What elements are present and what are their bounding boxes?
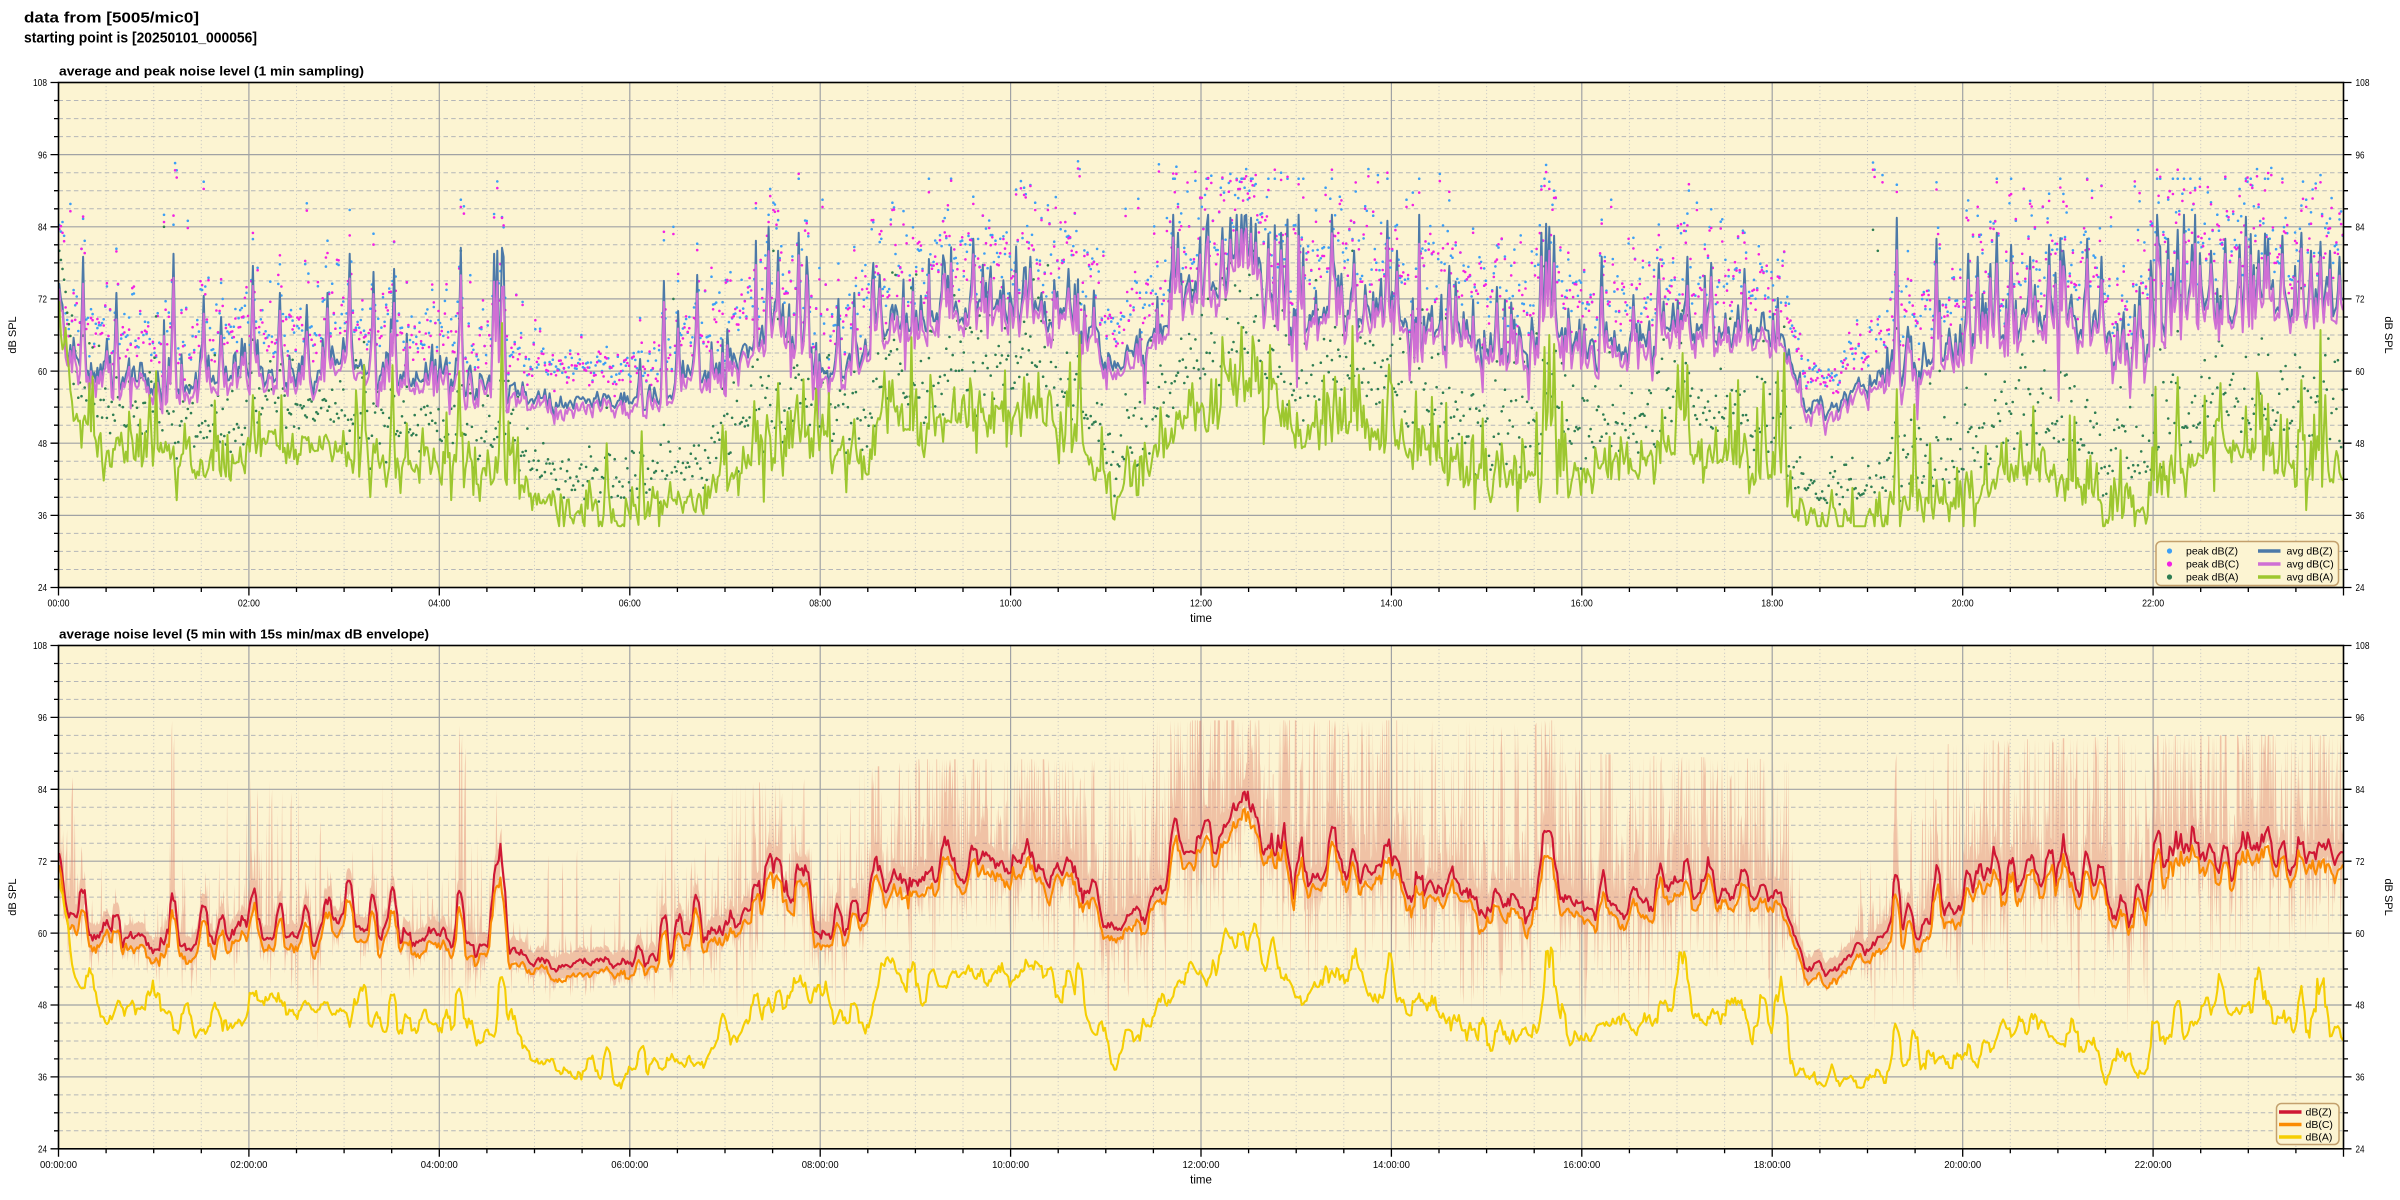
svg-text:96: 96	[38, 149, 47, 161]
svg-text:08:00: 08:00	[809, 598, 831, 610]
svg-text:36: 36	[38, 510, 47, 522]
svg-text:36: 36	[2356, 1072, 2365, 1084]
svg-text:16:00: 16:00	[1571, 598, 1593, 610]
svg-text:48: 48	[38, 438, 47, 450]
svg-text:108: 108	[33, 77, 47, 89]
svg-text:108: 108	[33, 640, 47, 652]
svg-text:24: 24	[2356, 1144, 2365, 1156]
svg-text:starting point is [20250101_00: starting point is [20250101_000056]	[24, 31, 257, 47]
svg-text:average and peak noise level (: average and peak noise level (1 min samp…	[59, 63, 364, 78]
svg-text:84: 84	[38, 784, 47, 796]
svg-text:16:00:00: 16:00:00	[1563, 1159, 1600, 1171]
svg-text:96: 96	[2356, 712, 2365, 724]
svg-text:24: 24	[38, 1144, 47, 1156]
svg-text:84: 84	[2356, 784, 2365, 796]
svg-text:10:00: 10:00	[1000, 598, 1022, 610]
svg-text:108: 108	[2356, 77, 2370, 89]
svg-text:48: 48	[2356, 1000, 2365, 1012]
svg-text:02:00:00: 02:00:00	[230, 1159, 267, 1171]
svg-text:14:00: 14:00	[1380, 598, 1402, 610]
svg-text:avg dB(C): avg dB(C)	[2287, 559, 2334, 571]
svg-text:06:00:00: 06:00:00	[611, 1159, 648, 1171]
svg-text:60: 60	[2356, 366, 2365, 378]
svg-text:18:00:00: 18:00:00	[1754, 1159, 1791, 1171]
svg-text:data from [5005/mic0]: data from [5005/mic0]	[24, 11, 199, 27]
svg-text:peak dB(Z): peak dB(Z)	[2186, 546, 2238, 558]
svg-text:96: 96	[2356, 149, 2365, 161]
svg-text:dB(A): dB(A)	[2306, 1132, 2333, 1144]
svg-text:dB SPL: dB SPL	[7, 316, 19, 353]
svg-text:04:00:00: 04:00:00	[421, 1159, 458, 1171]
svg-text:18:00: 18:00	[1761, 598, 1783, 610]
svg-text:20:00: 20:00	[1952, 598, 1974, 610]
svg-text:36: 36	[2356, 510, 2365, 522]
svg-text:10:00:00: 10:00:00	[992, 1159, 1029, 1171]
svg-text:06:00: 06:00	[619, 598, 641, 610]
svg-text:22:00: 22:00	[2142, 598, 2164, 610]
svg-text:24: 24	[2356, 582, 2365, 594]
svg-text:dB(Z): dB(Z)	[2306, 1107, 2332, 1119]
svg-text:72: 72	[38, 294, 47, 306]
svg-text:20:00:00: 20:00:00	[1944, 1159, 1981, 1171]
svg-text:60: 60	[38, 928, 47, 940]
svg-text:48: 48	[2356, 438, 2365, 450]
svg-text:peak dB(C): peak dB(C)	[2186, 559, 2239, 571]
svg-text:08:00:00: 08:00:00	[802, 1159, 839, 1171]
svg-text:108: 108	[2356, 640, 2370, 652]
svg-text:time: time	[1190, 1174, 1212, 1186]
svg-text:dB SPL: dB SPL	[2382, 878, 2394, 915]
svg-text:22:00:00: 22:00:00	[2135, 1159, 2172, 1171]
svg-text:96: 96	[38, 712, 47, 724]
svg-text:average noise level (5 min wit: average noise level (5 min with 15s min/…	[59, 626, 429, 641]
svg-text:00:00: 00:00	[48, 598, 70, 610]
svg-text:60: 60	[38, 366, 47, 378]
svg-text:72: 72	[2356, 294, 2365, 306]
svg-text:dB SPL: dB SPL	[2382, 316, 2394, 353]
svg-text:14:00:00: 14:00:00	[1373, 1159, 1410, 1171]
svg-text:72: 72	[38, 856, 47, 868]
svg-text:04:00: 04:00	[428, 598, 450, 610]
svg-text:avg dB(Z): avg dB(Z)	[2287, 546, 2333, 558]
svg-text:84: 84	[2356, 222, 2365, 234]
svg-text:36: 36	[38, 1072, 47, 1084]
svg-text:24: 24	[38, 582, 47, 594]
svg-text:48: 48	[38, 1000, 47, 1012]
svg-text:12:00:00: 12:00:00	[1183, 1159, 1220, 1171]
svg-text:peak dB(A): peak dB(A)	[2186, 572, 2239, 584]
svg-text:time: time	[1190, 613, 1212, 625]
svg-text:12:00: 12:00	[1190, 598, 1212, 610]
svg-text:60: 60	[2356, 928, 2365, 940]
svg-text:72: 72	[2356, 856, 2365, 868]
svg-text:avg dB(A): avg dB(A)	[2287, 572, 2334, 584]
svg-text:dB SPL: dB SPL	[7, 878, 19, 915]
svg-text:00:00:00: 00:00:00	[40, 1159, 77, 1171]
svg-text:02:00: 02:00	[238, 598, 260, 610]
svg-text:84: 84	[38, 222, 47, 234]
svg-text:dB(C): dB(C)	[2306, 1119, 2333, 1131]
